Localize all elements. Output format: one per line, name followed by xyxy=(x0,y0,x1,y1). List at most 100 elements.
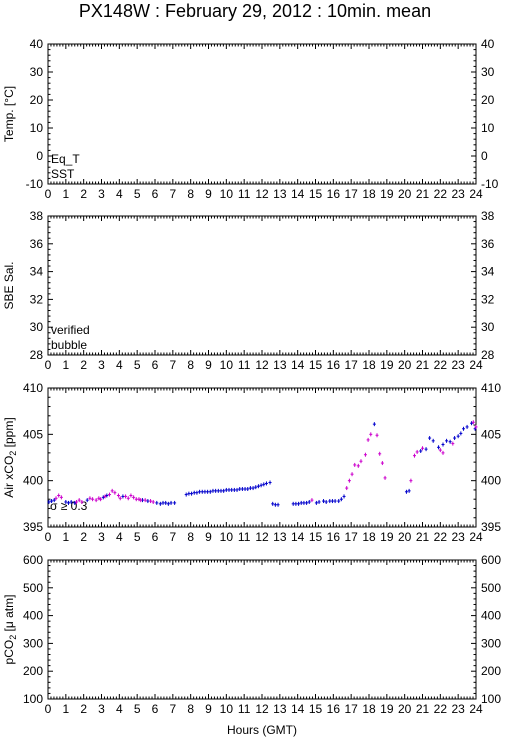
data-point xyxy=(268,480,272,485)
data-point xyxy=(216,488,220,493)
data-point xyxy=(294,501,298,506)
data-point xyxy=(75,499,79,504)
data-point xyxy=(206,489,210,494)
data-point xyxy=(409,478,413,483)
data-point xyxy=(369,432,373,437)
x-tick-label: 11 xyxy=(238,187,251,201)
x-tick-label: 7 xyxy=(169,702,176,716)
x-tick-label: 4 xyxy=(116,358,123,372)
data-point xyxy=(227,487,231,492)
data-series xyxy=(47,421,477,507)
data-point xyxy=(456,434,460,439)
data-point xyxy=(383,475,387,480)
data-point xyxy=(73,500,77,505)
x-tick-label: 9 xyxy=(205,187,212,201)
data-point xyxy=(378,451,382,456)
legend-label: Eq_T xyxy=(51,152,80,166)
x-tick-label: 7 xyxy=(169,530,176,544)
data-point xyxy=(64,499,68,504)
data-point xyxy=(356,463,360,468)
x-tick-label: 24 xyxy=(469,702,483,716)
x-tick-label: 12 xyxy=(255,702,269,716)
x-tick-label: 11 xyxy=(238,358,251,372)
x-tick-label: 10 xyxy=(220,187,234,201)
data-point xyxy=(342,494,346,499)
data-point xyxy=(299,500,303,505)
y-tick-label-left: 34 xyxy=(30,265,44,279)
data-point xyxy=(230,487,234,492)
data-point xyxy=(317,499,321,504)
data-point xyxy=(421,446,424,451)
x-tick-label: 13 xyxy=(273,187,287,201)
data-point xyxy=(198,489,202,494)
data-point xyxy=(54,496,58,501)
x-tick-label: 20 xyxy=(398,702,412,716)
x-tick-label: 6 xyxy=(152,358,159,372)
chart-panel-4: 0 1 2 3 4 5 6 7 8 9 10 11 12 13 14 15 16 17 18 19 20 21 22 23 24… xyxy=(2,553,501,716)
x-tick-label: 3 xyxy=(98,358,105,372)
x-tick-label: 12 xyxy=(255,530,269,544)
y-tick-label-right: 400 xyxy=(481,474,501,488)
data-point xyxy=(375,433,379,438)
data-point xyxy=(77,498,81,503)
data-point xyxy=(169,500,173,505)
x-tick-label: 1 xyxy=(62,358,69,372)
x-tick-label: 14 xyxy=(291,187,305,201)
data-point xyxy=(121,494,125,499)
data-point xyxy=(132,495,136,500)
panels: 0 1 2 3 4 5 6 7 8 9 10 11 12 13 14 15 16 17 18 19 20 21 22 23 24… xyxy=(2,37,501,716)
y-tick-label-left: 300 xyxy=(23,636,43,650)
x-tick-label: 19 xyxy=(380,187,394,201)
x-tick-label: 6 xyxy=(152,187,159,201)
data-point xyxy=(333,499,337,504)
x-tick-label: 10 xyxy=(220,530,234,544)
data-point xyxy=(471,420,475,425)
data-point xyxy=(424,447,428,452)
data-point xyxy=(271,501,275,506)
x-tick-label: 15 xyxy=(309,187,323,201)
data-point xyxy=(474,424,478,429)
data-point xyxy=(59,495,63,500)
data-point xyxy=(52,498,56,503)
x-tick-label: 21 xyxy=(416,702,430,716)
x-tick-label: 21 xyxy=(416,358,430,372)
data-point xyxy=(173,500,177,505)
y-tick-label-right: 38 xyxy=(481,209,495,223)
x-tick-label: 18 xyxy=(362,530,376,544)
data-point xyxy=(322,499,326,504)
data-point xyxy=(276,502,280,507)
data-point xyxy=(80,499,84,504)
x-tick-label: 11 xyxy=(238,702,251,716)
x-tick-label: 7 xyxy=(169,358,176,372)
data-point xyxy=(310,498,314,503)
x-tick-label: 10 xyxy=(220,358,234,372)
data-point xyxy=(146,499,150,504)
x-tick-label: 21 xyxy=(416,530,430,544)
data-point xyxy=(256,484,260,489)
data-point xyxy=(297,501,301,506)
data-point xyxy=(91,497,95,502)
data-point xyxy=(101,495,105,500)
data-point xyxy=(50,499,54,504)
data-point xyxy=(155,500,159,505)
sigma-annotation: σ ≥ 0.3 xyxy=(50,499,88,513)
x-tick-label: 8 xyxy=(187,530,194,544)
data-point xyxy=(134,497,138,502)
x-tick-label: 14 xyxy=(291,358,305,372)
data-point xyxy=(184,492,188,497)
data-point xyxy=(139,498,143,503)
x-tick-label: 15 xyxy=(309,702,323,716)
data-point xyxy=(219,488,223,493)
x-tick-label: 22 xyxy=(434,187,448,201)
x-tick-label: 1 xyxy=(62,702,69,716)
x-tick-label: 23 xyxy=(451,702,465,716)
data-point xyxy=(222,488,226,493)
data-point xyxy=(211,488,215,493)
x-tick-label: 18 xyxy=(362,187,376,201)
y-tick-label-right: 395 xyxy=(481,520,501,534)
data-point xyxy=(238,487,242,492)
data-point xyxy=(339,497,343,502)
x-tick-label: 1 xyxy=(62,187,69,201)
x-tick-label: 0 xyxy=(45,702,52,716)
